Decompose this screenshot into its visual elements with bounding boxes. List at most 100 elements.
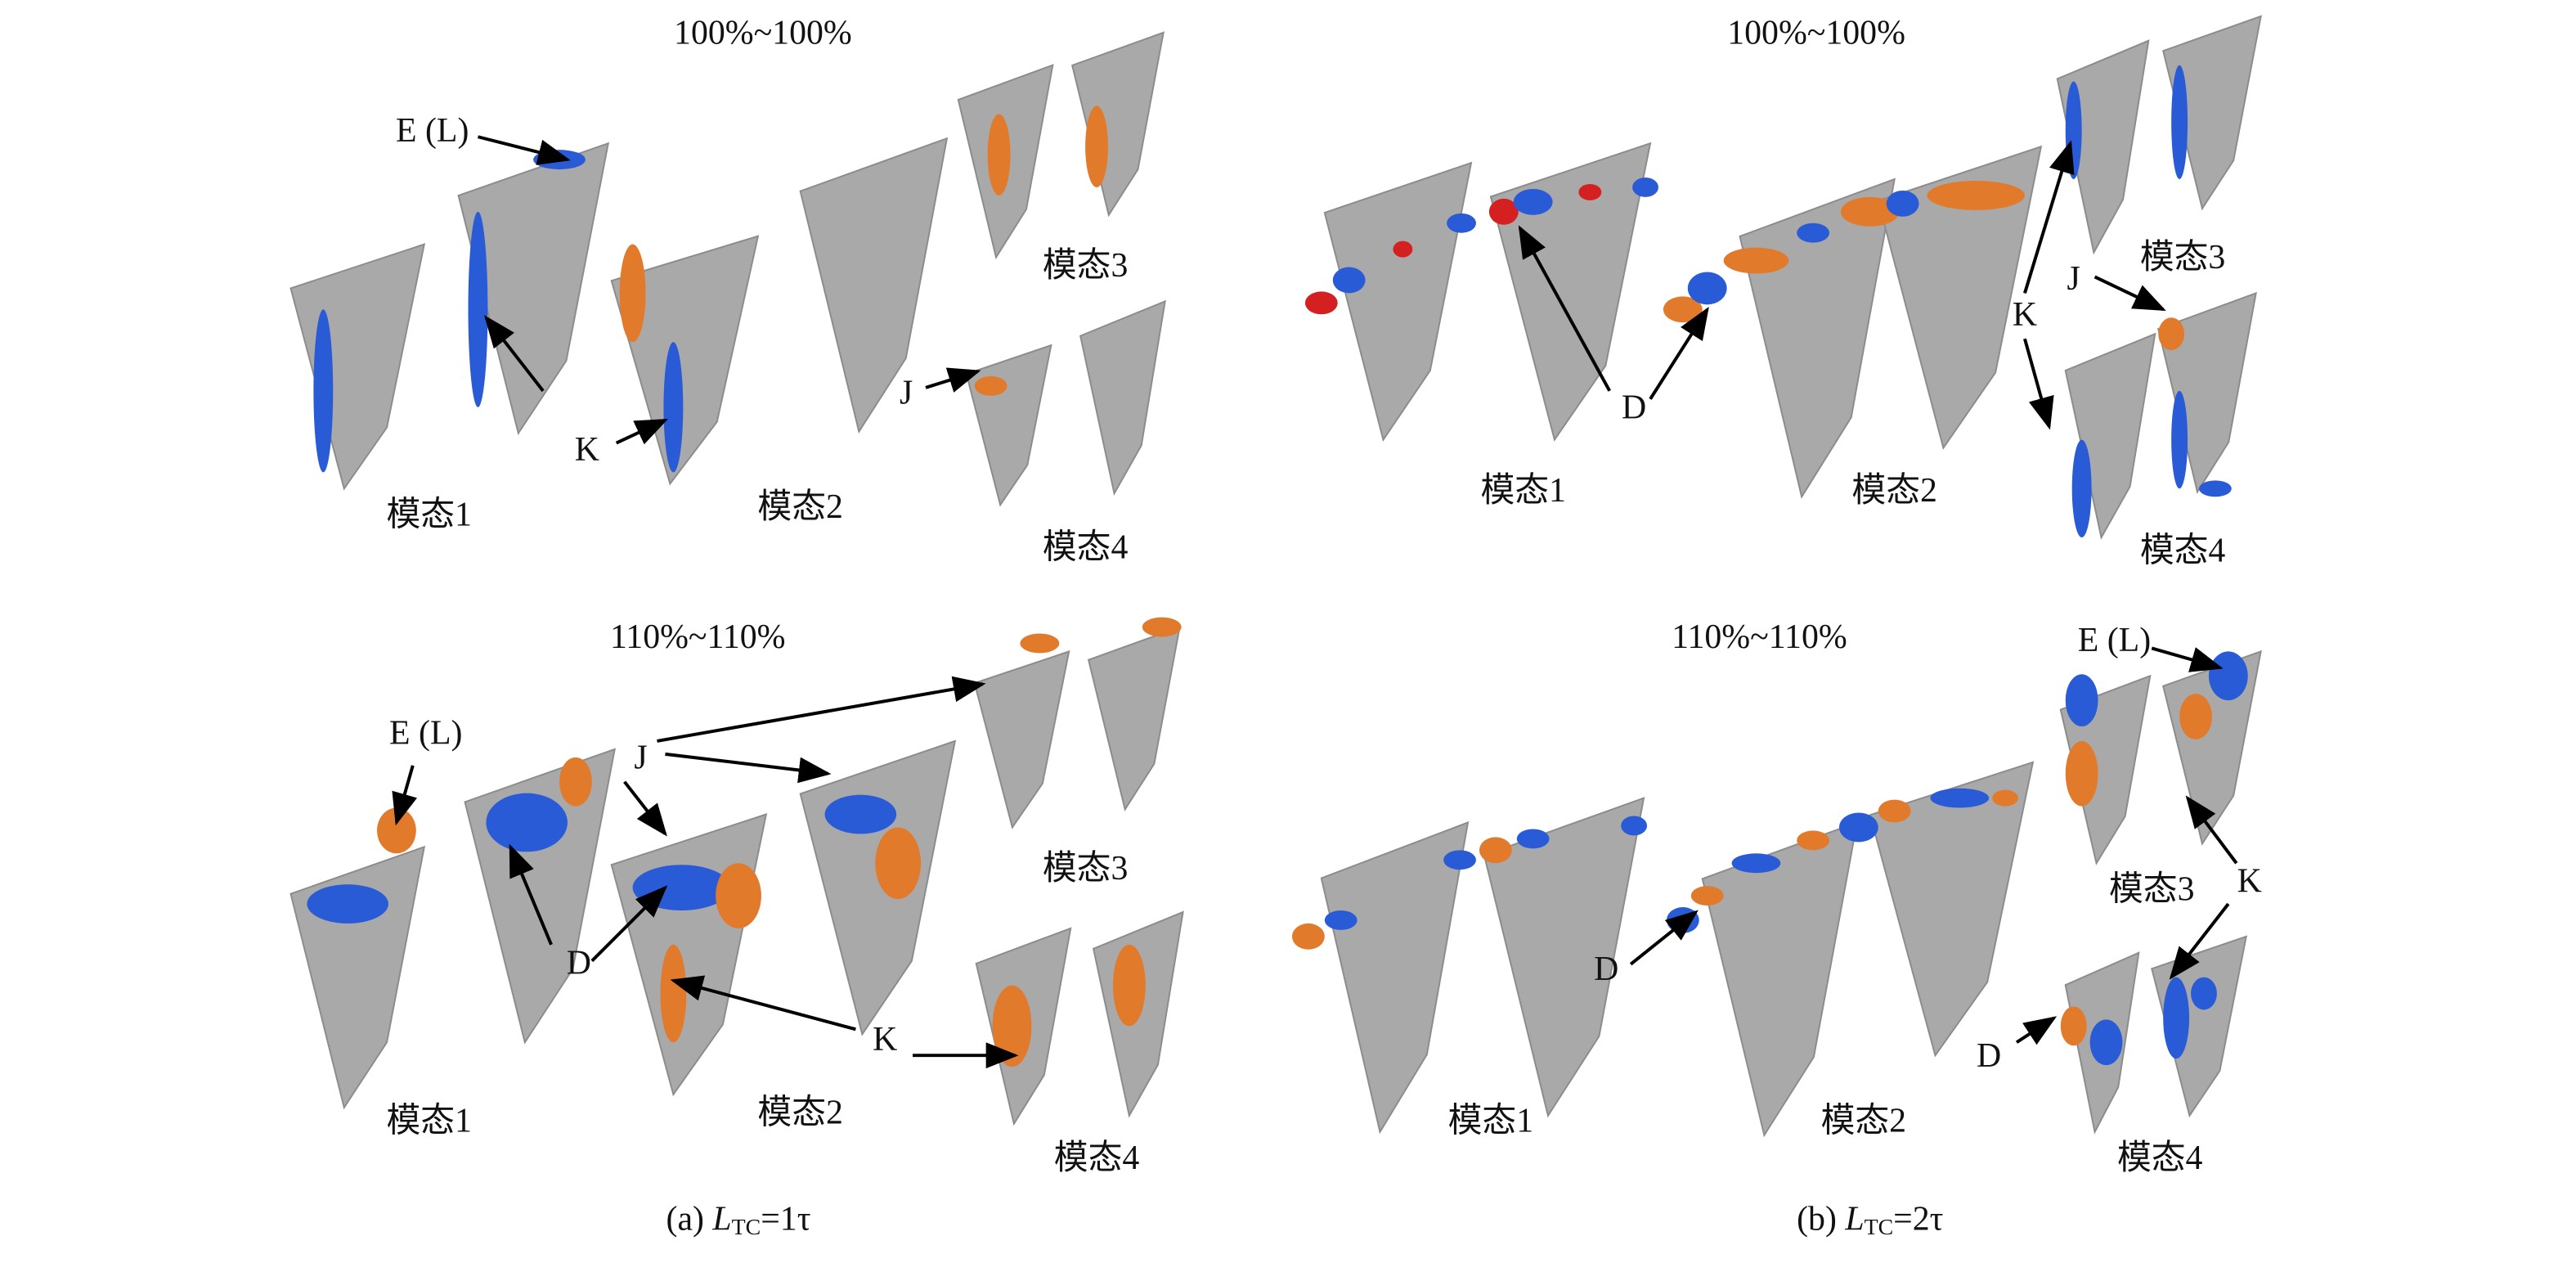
vortex-blob	[1797, 222, 1830, 243]
vortex-blob	[2198, 480, 2232, 497]
annotation: K	[2237, 863, 2262, 901]
annotation: D	[1594, 951, 1618, 988]
blade	[1320, 820, 1470, 1135]
mode-label: 模态4	[1054, 1139, 1140, 1177]
vortex-blob	[307, 884, 388, 924]
arrow	[483, 315, 545, 393]
vortex-blob	[2171, 390, 2188, 489]
condition-label: 100%~100%	[674, 14, 852, 52]
annotation: E (L)	[389, 715, 462, 753]
mode-label: 模态3	[1043, 247, 1129, 285]
mode-label: 模态4	[2140, 533, 2226, 570]
blade	[464, 748, 617, 1045]
vortex-blob	[824, 794, 897, 834]
arrow	[657, 676, 986, 743]
arrow	[392, 765, 418, 826]
vortex-blob	[377, 807, 416, 854]
vortex-blob	[2191, 977, 2217, 1010]
vortex-blob	[1687, 272, 1727, 305]
vortex-blob	[1332, 267, 1366, 294]
mode-label: 模态3	[2140, 239, 2226, 276]
blade	[610, 235, 760, 486]
vortex-blob	[1085, 106, 1108, 187]
vortex-blob	[1632, 178, 1658, 197]
annotation: D	[1977, 1037, 2001, 1075]
arrow	[623, 780, 667, 837]
caption-value: =2τ	[1893, 1200, 1943, 1238]
vortex-blob	[1927, 181, 2025, 210]
vortex-blob	[559, 757, 592, 807]
vortex-blob	[2065, 81, 2082, 180]
annotation: K	[2013, 296, 2037, 334]
caption-symbol: L	[1844, 1200, 1864, 1238]
vortex-blob	[2158, 317, 2185, 351]
blade	[1483, 797, 1645, 1118]
vortex-blob	[663, 342, 684, 473]
vortex-blob	[974, 375, 1008, 396]
condition-label: 110%~110%	[610, 618, 786, 656]
caption-value: =1τ	[761, 1200, 810, 1238]
vortex-blob	[2208, 651, 2248, 701]
caption-symbol: L	[711, 1200, 731, 1238]
vortex-blob	[2060, 1006, 2087, 1046]
arrow	[2185, 795, 2238, 865]
arrow	[2094, 275, 2166, 312]
vortex-blob	[313, 309, 334, 473]
annotation: E (L)	[396, 112, 469, 150]
arrow	[509, 843, 553, 946]
vortex-blob	[1878, 799, 1911, 823]
vortex-blob	[1443, 850, 1476, 870]
vortex-blob	[1840, 196, 1900, 227]
annotation: D	[1622, 389, 1646, 426]
arrow	[590, 885, 668, 963]
caption: (b) LTC=2τ	[1797, 1200, 1943, 1241]
vortex-blob	[1578, 183, 1602, 200]
vortex-blob	[1112, 944, 1146, 1027]
vortex-blob	[1731, 853, 1781, 874]
caption: (a) LTC=1τ	[666, 1200, 811, 1241]
annotation: J	[2067, 260, 2080, 298]
vortex-blob	[2179, 694, 2212, 739]
arrow	[2023, 140, 2075, 294]
vortex-blob	[1992, 789, 2018, 807]
blade	[1087, 626, 1181, 812]
mode-label: 模态3	[2109, 871, 2195, 909]
arrow	[1649, 306, 1709, 400]
annotation: K	[873, 1021, 897, 1059]
arrow	[1518, 225, 1611, 392]
vortex-blob	[1393, 240, 1413, 258]
vortex-blob	[1142, 617, 1182, 637]
vortex-blob	[2065, 740, 2098, 807]
condition-label: 100%~100%	[1727, 14, 1905, 52]
vortex-blob	[2163, 977, 2190, 1059]
annotation: J	[900, 374, 913, 411]
vortex-blob	[1020, 633, 1060, 654]
vortex-blob	[1516, 829, 1550, 849]
arrow	[615, 418, 669, 445]
vortex-blob	[1479, 837, 1512, 864]
mode-label: 模态1	[1480, 472, 1566, 510]
caption-label: (a)	[666, 1200, 704, 1238]
annotation: K	[575, 431, 599, 469]
caption-label: (b)	[1797, 1200, 1837, 1238]
vortex-blob	[1666, 907, 1699, 933]
arrow	[670, 975, 856, 1032]
blade	[2056, 39, 2150, 255]
blade	[1869, 761, 2035, 1058]
blade	[799, 739, 957, 1036]
arrow	[2015, 1016, 2058, 1045]
vortex-blob	[486, 793, 568, 852]
mode-label: 模态2	[1851, 472, 1937, 510]
vortex-blob	[716, 863, 761, 928]
caption-subscript: TC	[732, 1216, 761, 1241]
blade	[965, 344, 1052, 507]
blade	[1701, 820, 1859, 1138]
vortex-blob	[1690, 886, 1724, 906]
blade	[1071, 31, 1165, 218]
mode-label: 模态2	[757, 1094, 843, 1131]
vortex-blob	[987, 114, 1011, 196]
blade	[1877, 145, 2043, 450]
vortex-blob	[2171, 65, 2188, 180]
